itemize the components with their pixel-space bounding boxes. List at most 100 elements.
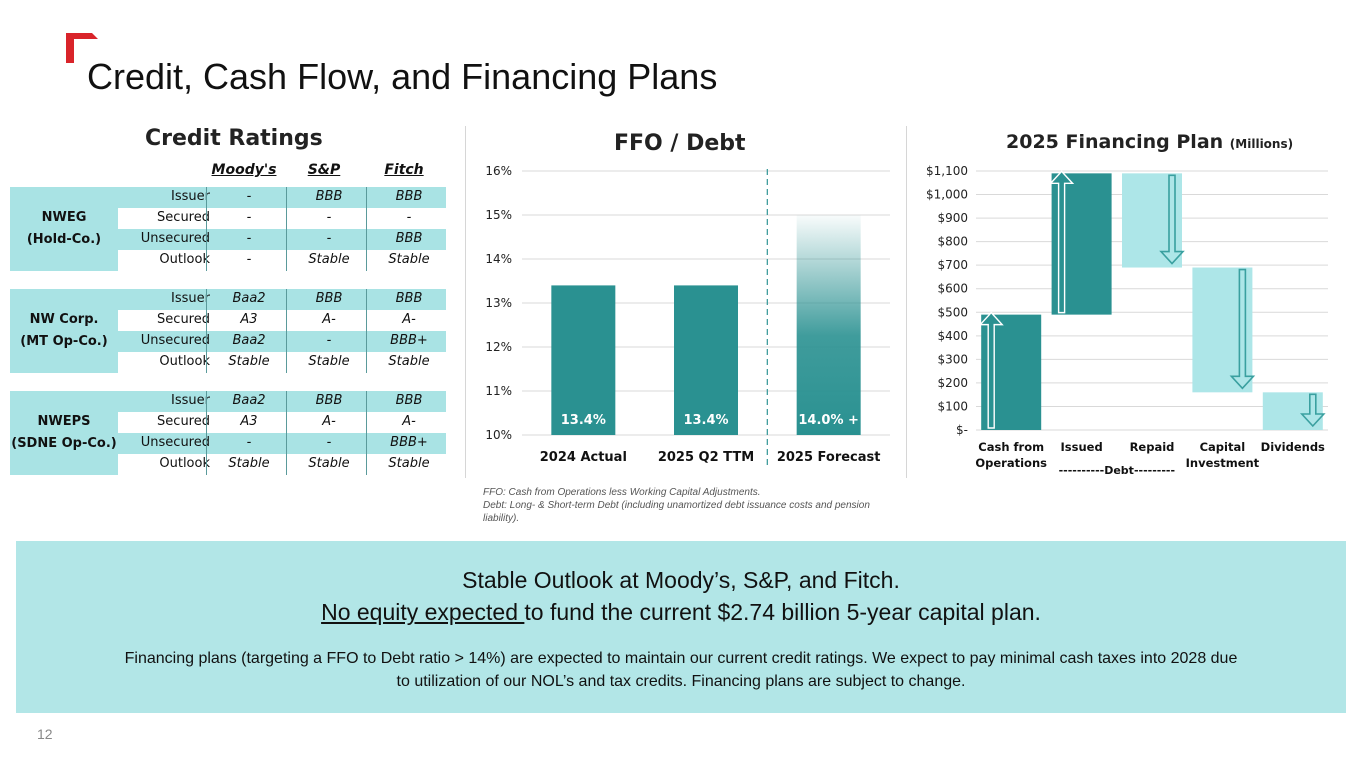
y-tick-label: 16% bbox=[485, 164, 512, 178]
rating-entity-name: NW Corp. (MT Op-Co.) bbox=[10, 289, 118, 373]
banner-body: Financing plans (targeting a FFO to Debt… bbox=[124, 650, 1238, 690]
rating-entity-name: NWEG (Hold-Co.) bbox=[10, 187, 118, 271]
rating-row-label: Secured bbox=[157, 210, 210, 225]
ffo-data-label: 13.4% bbox=[683, 413, 728, 428]
x-category-label: 2025 Forecast bbox=[777, 450, 881, 465]
down-arrow-icon bbox=[1299, 393, 1326, 428]
x-category-label: Capital bbox=[1200, 440, 1246, 454]
rating-row-label: Unsecured bbox=[140, 435, 210, 450]
x-category-label: Operations bbox=[975, 456, 1047, 470]
rating-row: Issuer - BBB BBB bbox=[118, 187, 446, 208]
y-tick-label: $1,000 bbox=[926, 188, 968, 202]
rating-row-label: Secured bbox=[157, 414, 210, 429]
rating-row: Issuer Baa2 BBB BBB bbox=[118, 391, 446, 412]
y-tick-label: $400 bbox=[937, 329, 968, 343]
rating-value: A- bbox=[322, 312, 336, 327]
banner-rest-text: to fund the current $2.74 billion 5-year… bbox=[524, 599, 1041, 625]
x-category-label: Investment bbox=[1186, 456, 1260, 470]
rating-row: Unsecured - - BBB+ bbox=[118, 433, 446, 454]
rating-entity-name: NWEPS (SDNE Op-Co.) bbox=[10, 391, 118, 475]
rating-value: - bbox=[246, 189, 252, 204]
y-tick-label: $1,100 bbox=[926, 164, 968, 178]
rating-value: BBB bbox=[315, 189, 343, 204]
rating-row-label: Issuer bbox=[171, 291, 210, 306]
rating-value: BBB bbox=[315, 393, 343, 408]
banner-underlined-text: No equity expected bbox=[321, 599, 525, 625]
entity-name: NWEPS bbox=[37, 414, 91, 429]
rating-value: BBB+ bbox=[390, 435, 428, 450]
rating-value: - bbox=[246, 231, 252, 246]
entity-subname: (Hold-Co.) bbox=[26, 232, 102, 247]
rating-row: Secured A3 A- A- bbox=[118, 412, 446, 433]
table-column-rule bbox=[366, 391, 367, 475]
ffo-bar bbox=[796, 215, 861, 435]
page-title: Credit, Cash Flow, and Financing Plans bbox=[87, 56, 718, 97]
footnote: FFO: Cash from Operations less Working C… bbox=[483, 486, 903, 525]
entity-subname: (SDNE Op-Co.) bbox=[11, 436, 117, 451]
rating-row-label: Outlook bbox=[159, 456, 210, 471]
rating-value: BBB+ bbox=[390, 333, 428, 348]
rating-row: Unsecured - - BBB bbox=[118, 229, 446, 250]
down-arrow-icon bbox=[1159, 174, 1185, 265]
y-tick-label: 12% bbox=[485, 340, 512, 354]
debt-group-label: ----------Debt--------- bbox=[1059, 464, 1175, 477]
rating-row-label: Secured bbox=[157, 312, 210, 327]
x-category-label: Cash from bbox=[978, 440, 1044, 454]
table-column-rule bbox=[286, 187, 287, 271]
rating-row-label: Unsecured bbox=[140, 333, 210, 348]
banner-headline: Stable Outlook at Moody’s, S&P, and Fitc… bbox=[462, 567, 900, 593]
rating-value: Stable bbox=[388, 252, 430, 267]
rating-value: BBB bbox=[315, 291, 343, 306]
y-tick-label: $- bbox=[956, 423, 968, 437]
rating-value: A3 bbox=[240, 312, 258, 327]
x-category-label: Repaid bbox=[1130, 440, 1175, 454]
rating-value: Baa2 bbox=[232, 333, 266, 348]
agency-header: S&P bbox=[307, 162, 341, 178]
financing-plan-title-text: 2025 Financing Plan bbox=[1006, 131, 1224, 153]
rating-value: - bbox=[246, 210, 252, 225]
entity-subname: (MT Op-Co.) bbox=[20, 334, 108, 349]
rating-row-label: Outlook bbox=[159, 252, 210, 267]
rating-row-label: Outlook bbox=[159, 354, 210, 369]
rating-value: - bbox=[326, 435, 332, 450]
table-column-rule bbox=[366, 289, 367, 373]
rating-row: Unsecured Baa2 - BBB+ bbox=[118, 331, 446, 352]
y-tick-label: 15% bbox=[485, 208, 512, 222]
rating-value: A3 bbox=[240, 414, 258, 429]
financing-plan-units: (Millions) bbox=[1229, 137, 1294, 151]
agency-header: Fitch bbox=[384, 162, 424, 178]
table-column-rule bbox=[366, 187, 367, 271]
rating-value: - bbox=[406, 210, 412, 225]
y-tick-label: 11% bbox=[485, 384, 512, 398]
rating-row: Outlook Stable Stable Stable bbox=[118, 454, 446, 475]
rating-group: NWEG (Hold-Co.) Issuer - BBB BBB Secured - - - Uns… bbox=[10, 187, 446, 271]
financing-plan-chart: $- $100 $200 $300 $400 $500 $600 $700 $800 $900 $1… bbox=[926, 164, 1328, 477]
y-tick-label: $200 bbox=[937, 376, 968, 390]
rating-value: BBB bbox=[395, 231, 423, 246]
rating-value: - bbox=[326, 210, 332, 225]
rating-row-label: Unsecured bbox=[140, 231, 210, 246]
down-arrow-icon bbox=[1229, 268, 1256, 390]
rating-row: Issuer Baa2 BBB BBB bbox=[118, 289, 446, 310]
table-column-rule bbox=[286, 391, 287, 475]
rating-value: Stable bbox=[388, 456, 430, 471]
page-number: 12 bbox=[37, 726, 53, 742]
table-column-rule bbox=[206, 391, 207, 475]
rating-value: BBB bbox=[395, 393, 423, 408]
rating-row: Secured - - - bbox=[118, 208, 446, 229]
y-tick-label: 13% bbox=[485, 296, 512, 310]
rating-value: A- bbox=[322, 414, 336, 429]
rating-row: Outlook - Stable Stable bbox=[118, 250, 446, 271]
table-column-rule bbox=[206, 289, 207, 373]
rating-row-label: Issuer bbox=[171, 393, 210, 408]
x-category-label: Dividends bbox=[1261, 440, 1325, 454]
ffo-bar bbox=[551, 285, 616, 435]
up-arrow-icon bbox=[1049, 170, 1075, 314]
rating-value: Baa2 bbox=[232, 291, 266, 306]
entity-name: NW Corp. bbox=[29, 312, 99, 327]
rating-row-label: Issuer bbox=[171, 189, 210, 204]
footnote-ffo: FFO: Cash from Operations less Working C… bbox=[483, 487, 761, 498]
rating-value: - bbox=[246, 252, 252, 267]
banner-subheadline: No equity expected to fund the current $… bbox=[16, 599, 1346, 626]
ffo-debt-title: FFO / Debt bbox=[614, 131, 746, 156]
